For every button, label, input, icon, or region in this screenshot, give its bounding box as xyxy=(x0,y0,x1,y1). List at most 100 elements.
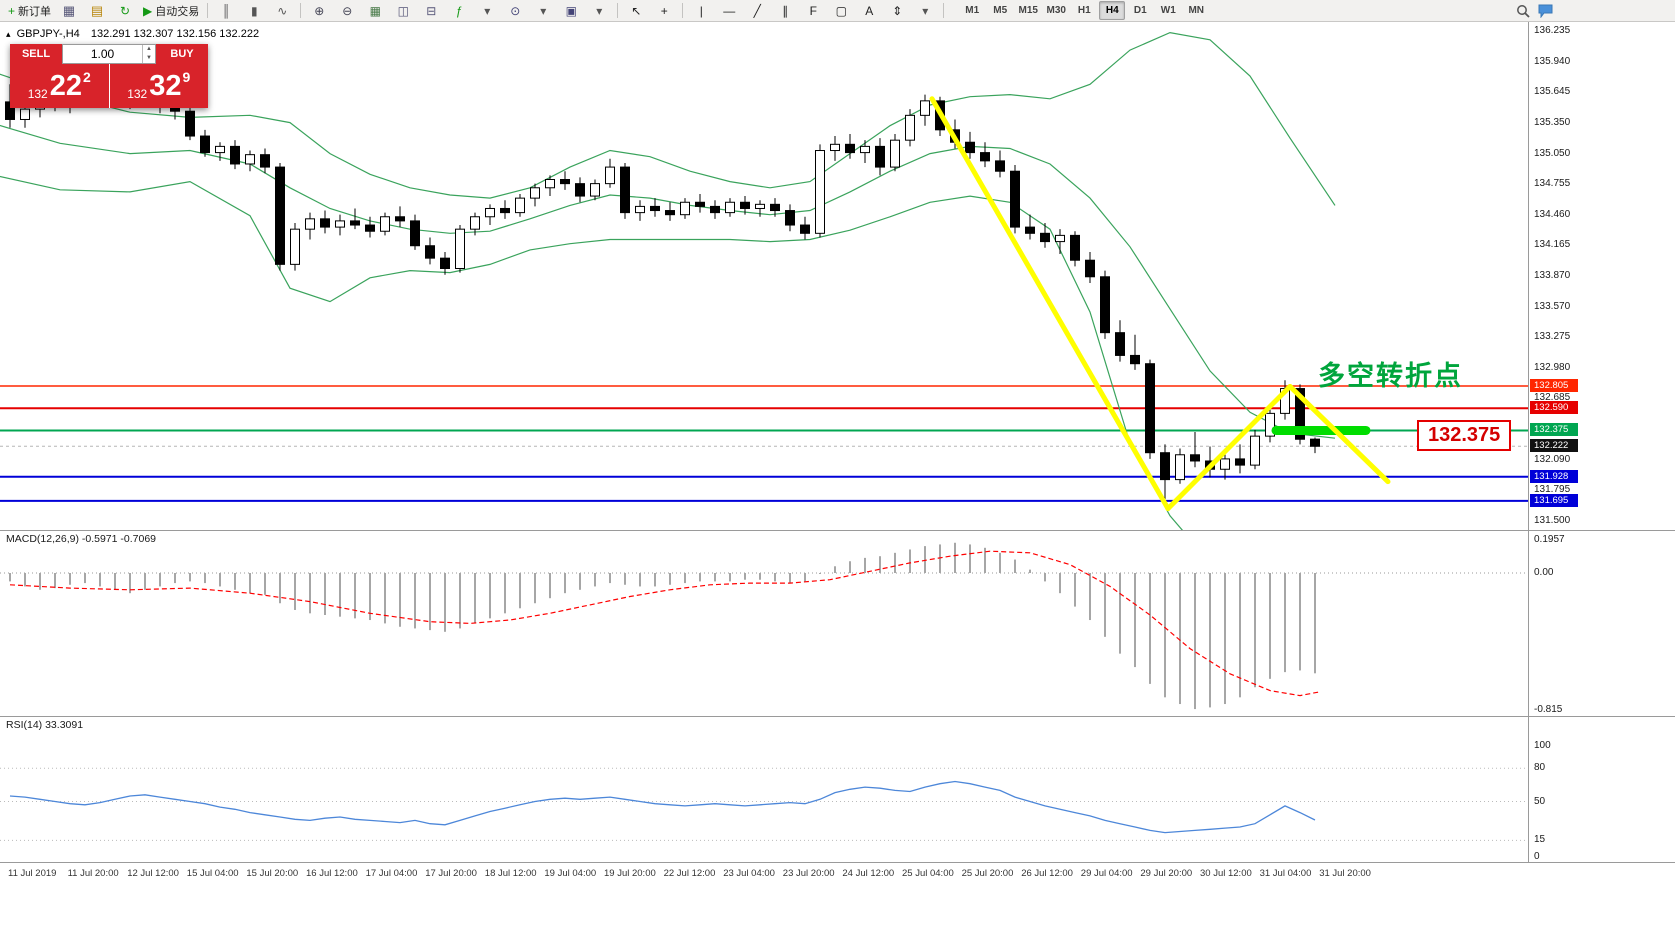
price-tick: 131.500 xyxy=(1534,515,1571,526)
arrows-icon[interactable]: ⇕ xyxy=(883,1,911,21)
timeframe-m15[interactable]: M15 xyxy=(1018,5,1038,16)
macd-indicator-panel[interactable]: MACD(12,26,9) -0.5971 -0.7069 xyxy=(0,530,1528,716)
channel-icon[interactable]: ∥ xyxy=(771,1,799,21)
zoom-out-icon[interactable]: ⊖ xyxy=(333,1,361,21)
vertical-line-icon[interactable]: | xyxy=(687,1,715,21)
macd-chart-canvas[interactable] xyxy=(0,530,1528,716)
sell-price-big: 22 xyxy=(49,69,82,102)
crosshair-icon: + xyxy=(660,3,668,18)
indicators-dropdown-icon[interactable]: ▾ xyxy=(473,1,501,21)
bar-chart-type-icon[interactable]: ║ xyxy=(212,1,240,21)
crosshair-icon[interactable]: + xyxy=(650,1,678,21)
text-icon[interactable]: A xyxy=(855,1,883,21)
time-label: 23 Jul 20:00 xyxy=(782,868,835,879)
rsi-chart-canvas[interactable] xyxy=(0,716,1528,862)
timeframe-m5[interactable]: M5 xyxy=(993,5,1008,16)
timeframe-h4[interactable]: H4 xyxy=(1099,1,1126,20)
arrange-vertical-icon: ◫ xyxy=(397,3,409,18)
price-tick: 135.940 xyxy=(1534,55,1571,67)
new-order-button[interactable]: + 新订单 xyxy=(4,1,55,21)
rsi-scale-label: 100 xyxy=(1534,740,1551,751)
buy-price-prefix: 132 xyxy=(127,87,148,101)
timeframe-w1[interactable]: W1 xyxy=(1160,5,1176,16)
periods-icon[interactable]: ⊙ xyxy=(501,1,529,21)
chart-window-icon[interactable]: ▦ xyxy=(55,1,83,21)
line-chart-type-icon: ∿ xyxy=(277,3,288,18)
periods-dropdown-icon[interactable]: ▾ xyxy=(529,1,557,21)
refresh-icon[interactable]: ↻ xyxy=(111,1,139,21)
time-label: 22 Jul 12:00 xyxy=(663,868,716,879)
templates-icon[interactable]: ▣ xyxy=(557,1,585,21)
time-label: 25 Jul 04:00 xyxy=(902,868,954,879)
current-price-label: 132.222 xyxy=(1530,439,1578,453)
timeframe-m1[interactable]: M1 xyxy=(965,5,980,16)
timeframe-d1[interactable]: D1 xyxy=(1133,5,1147,16)
tile-windows-icon[interactable]: ▦ xyxy=(361,1,389,21)
level-price-label: 131.928 xyxy=(1530,469,1578,483)
level-price-label: 132.375 xyxy=(1530,423,1578,437)
chart-ohlc-values: 132.291 132.307 132.156 132.222 xyxy=(90,28,260,40)
price-tick: 132.980 xyxy=(1534,361,1571,373)
panel-separator[interactable] xyxy=(0,530,1675,531)
timeframe-h1[interactable]: H1 xyxy=(1077,5,1091,16)
toolbar-separator xyxy=(682,3,684,18)
collapse-marker-icon[interactable]: ▴ xyxy=(6,29,11,39)
buy-button[interactable]: BUY xyxy=(156,44,208,64)
time-label: 11 Jul 20:00 xyxy=(67,868,119,879)
time-label: 19 Jul 20:00 xyxy=(604,868,656,879)
volume-up-icon[interactable]: ▲ xyxy=(146,46,152,52)
candlestick-chart-canvas[interactable] xyxy=(0,22,1528,530)
timeframe-m30[interactable]: M30 xyxy=(1046,5,1066,16)
sell-button[interactable]: SELL xyxy=(10,44,62,64)
search-icon[interactable] xyxy=(1516,4,1530,18)
rsi-indicator-panel[interactable]: RSI(14) 33.3091 xyxy=(0,716,1528,862)
indicators-icon[interactable]: ƒ xyxy=(445,1,473,21)
price-callout-box: 132.375 xyxy=(1417,420,1512,451)
volume-value[interactable]: 1.00 xyxy=(90,47,115,61)
line-chart-type-icon[interactable]: ∿ xyxy=(268,1,296,21)
cursor-icon[interactable]: ↖ xyxy=(622,1,650,21)
trendline-icon[interactable]: ╱ xyxy=(743,1,771,21)
toolbar-separator xyxy=(617,3,619,18)
rsi-scale-label: 50 xyxy=(1534,795,1546,807)
profiles-icon[interactable]: ▤ xyxy=(83,1,111,21)
volume-down-icon[interactable]: ▼ xyxy=(146,55,152,61)
templates-dropdown-icon[interactable]: ▾ xyxy=(585,1,613,21)
zoom-in-icon[interactable]: ⊕ xyxy=(305,1,333,21)
templates-icon: ▣ xyxy=(565,3,577,18)
price-tick: 133.870 xyxy=(1534,269,1571,281)
indicators-icon: ƒ xyxy=(455,3,463,18)
text-icon: A xyxy=(865,3,874,18)
timeframe-mn[interactable]: MN xyxy=(1188,5,1205,16)
buy-price-big: 32 xyxy=(149,69,182,102)
arrange-horizontal-icon[interactable]: ⊟ xyxy=(417,1,445,21)
price-axis[interactable]: 136.235 135.940 135.645 135.350 135.050 134.7… xyxy=(1528,22,1675,886)
price-tick: 133.275 xyxy=(1534,331,1571,343)
fibonacci-icon[interactable]: F xyxy=(799,1,827,21)
autotrading-button[interactable]: ▶ 自动交易 xyxy=(139,1,203,21)
chat-icon[interactable] xyxy=(1538,4,1553,18)
price-tick: 135.350 xyxy=(1534,116,1571,128)
time-label: 17 Jul 04:00 xyxy=(365,868,418,879)
objects-more-icon: ▾ xyxy=(922,3,929,18)
buy-price-button[interactable]: 132 32 9 xyxy=(109,64,208,108)
horizontal-line-icon[interactable]: — xyxy=(715,1,743,21)
rsi-scale-label: 80 xyxy=(1534,762,1546,774)
arrange-vertical-icon[interactable]: ◫ xyxy=(389,1,417,21)
time-label: 17 Jul 20:00 xyxy=(425,868,477,879)
volume-field[interactable]: 1.00 ▲ ▼ xyxy=(62,44,156,64)
level-price-label: 132.590 xyxy=(1530,401,1578,415)
shapes-icon[interactable]: ▢ xyxy=(827,1,855,21)
price-chart-panel[interactable]: ▴ GBPJPY-,H4 132.291 132.307 132.156 132… xyxy=(0,22,1528,530)
time-axis[interactable]: 11 Jul 2019 11 Jul 20:00 12 Jul 12:00 15 Ju… xyxy=(0,863,1675,886)
rsi-scale-label: 15 xyxy=(1534,834,1546,846)
time-label: 15 Jul 04:00 xyxy=(186,868,239,879)
panel-separator[interactable] xyxy=(0,716,1675,717)
price-tick: 133.570 xyxy=(1534,300,1571,312)
objects-more-icon[interactable]: ▾ xyxy=(911,1,939,21)
chart-header: ▴ GBPJPY-,H4 132.291 132.307 132.156 132… xyxy=(6,28,259,40)
sell-price-button[interactable]: 132 22 2 xyxy=(10,64,109,108)
time-label: 16 Jul 12:00 xyxy=(306,868,358,879)
time-label: 30 Jul 12:00 xyxy=(1200,868,1252,879)
candlestick-chart-type-icon[interactable]: ▮ xyxy=(240,1,268,21)
